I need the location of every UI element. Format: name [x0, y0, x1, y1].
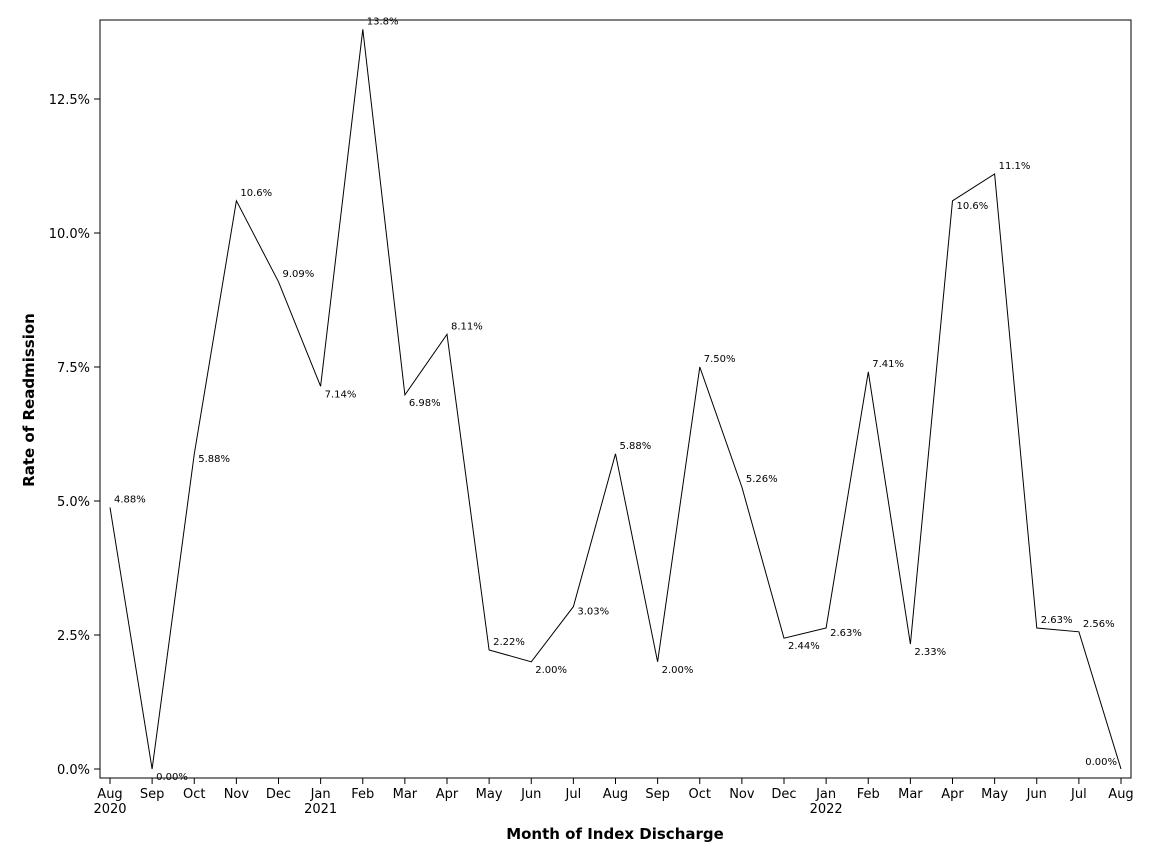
data-label: 2.00% [662, 665, 694, 676]
x-tick-label: Jul [1070, 787, 1087, 802]
x-tick-label: Aug [97, 787, 122, 802]
data-label: 9.09% [283, 269, 315, 280]
x-tick-label: May [476, 787, 503, 802]
x-tick-label: Nov [224, 787, 250, 802]
x-year-label: 2021 [304, 802, 337, 817]
data-label: 11.1% [999, 161, 1031, 172]
x-tick-label: Feb [351, 787, 374, 802]
x-tick-label: Feb [857, 787, 880, 802]
data-label: 2.56% [1083, 619, 1115, 630]
y-tick-label: 7.5% [57, 361, 90, 376]
x-year-label: 2020 [93, 802, 126, 817]
data-label: 2.33% [914, 647, 946, 658]
data-label: 4.88% [114, 494, 146, 505]
x-tick-label: Dec [771, 787, 796, 802]
y-axis: 0.0% 2.5% 5.0% 7.5% 10.0% 12.5% [49, 93, 100, 778]
x-axis-title: Month of Index Discharge [506, 825, 724, 843]
data-label: 13.8% [367, 16, 399, 27]
data-label: 2.44% [788, 641, 820, 652]
data-label: 3.03% [577, 607, 609, 618]
x-tick-label: Aug [603, 787, 628, 802]
data-label: 10.6% [957, 201, 989, 212]
y-axis-title: Rate of Readmission [20, 313, 38, 487]
plot-frame [99, 19, 1132, 779]
x-tick-label: Jul [565, 787, 582, 802]
data-label: 2.22% [493, 637, 525, 648]
x-tick-label: Apr [941, 787, 964, 802]
x-tick-label: Oct [689, 787, 711, 802]
data-label: 7.41% [872, 359, 904, 370]
data-label: 0.00% [156, 772, 188, 783]
x-tick-label: Sep [140, 787, 165, 802]
data-label: 7.14% [325, 389, 357, 400]
x-tick-label: Apr [436, 787, 459, 802]
data-label: 2.63% [1041, 615, 1073, 626]
y-tick-label: 5.0% [57, 495, 90, 510]
x-tick-label: Jan [815, 787, 836, 802]
y-tick-label: 0.0% [57, 763, 90, 778]
x-tick-label: Mar [393, 787, 418, 802]
data-label: 2.63% [830, 628, 862, 639]
data-label: 2.00% [535, 665, 567, 676]
series-line [109, 29, 1122, 770]
y-tick-label: 2.5% [57, 629, 90, 644]
x-tick-label: Oct [183, 787, 205, 802]
data-label: 6.98% [409, 398, 441, 409]
x-tick-label: Aug [1108, 787, 1133, 802]
y-tick-label: 10.0% [49, 227, 90, 242]
x-tick-label: May [981, 787, 1008, 802]
x-tick-label: Dec [266, 787, 291, 802]
x-tick-label: Jun [520, 787, 541, 802]
y-tick-label: 12.5% [49, 93, 90, 108]
data-label: 8.11% [451, 321, 483, 332]
data-label: 5.88% [620, 441, 652, 452]
x-tick-label: Sep [645, 787, 670, 802]
x-tick-label: Jun [1026, 787, 1047, 802]
data-label: 10.6% [240, 188, 272, 199]
data-label: 7.50% [704, 354, 736, 365]
x-tick-label: Jan [310, 787, 331, 802]
data-label: 5.26% [746, 474, 778, 485]
x-year-label: 2022 [810, 802, 843, 817]
x-tick-label: Mar [898, 787, 923, 802]
data-label: 5.88% [198, 454, 230, 465]
data-labels: 4.88% 0.00% 5.88% 10.6% 9.09% 7.14% 13.8% 6.98%… [114, 16, 1117, 783]
x-tick-label: Nov [729, 787, 755, 802]
data-label: 0.00% [1085, 757, 1117, 768]
